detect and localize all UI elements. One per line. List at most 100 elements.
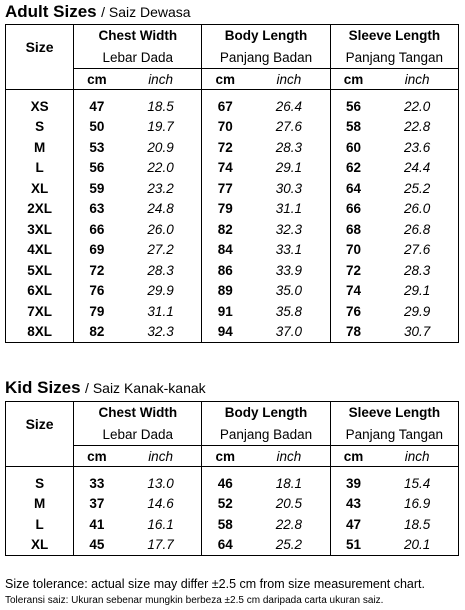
size-label: XL <box>4 178 75 199</box>
body-cm-value: 91 <box>217 303 233 319</box>
kid-unit-blank <box>4 445 75 467</box>
kid-size-table: Size Chest Width Body Length Sleeve Leng… <box>4 401 460 556</box>
sleeve-inch-value: 22.0 <box>376 96 460 117</box>
body-cm-value: 52 <box>217 496 233 512</box>
adult-size-table: Size Chest Width Body Length Sleeve Leng… <box>4 24 460 343</box>
body-inch-value: 35.8 <box>248 301 331 322</box>
size-label: L <box>4 514 75 535</box>
kid-chest-cm-unit: cm <box>73 445 120 467</box>
kid-chest-local: Lebar Dada <box>73 423 203 446</box>
body-cm-value: 94 <box>201 321 248 343</box>
size-label: XS <box>4 96 75 117</box>
body-inch-value: 30.3 <box>248 178 331 199</box>
sleeve-cm-value: 66 <box>345 201 361 217</box>
kid-body-header: Body Length <box>201 401 331 423</box>
table-row: XS 47 18.5 67 26.4 56 22.0 <box>4 96 460 117</box>
size-label: L <box>4 157 75 178</box>
sleeve-cm-value: 51 <box>330 534 377 556</box>
adult-size-header: Size <box>4 24 75 69</box>
sleeve-cm-value: 58 <box>345 119 361 135</box>
body-inch-value: 27.6 <box>248 116 331 137</box>
body-cm-value: 79 <box>217 201 233 217</box>
kid-body-inch-unit: inch <box>248 445 331 467</box>
body-inch-value: 33.9 <box>248 260 331 281</box>
kid-sleeve-inch-unit: inch <box>376 445 460 467</box>
sleeve-inch-value: 23.6 <box>376 137 460 158</box>
body-inch-value: 29.1 <box>248 157 331 178</box>
adult-body-local: Panjang Badan <box>201 46 331 69</box>
table-row: XL 45 17.7 64 25.2 51 20.1 <box>4 534 460 556</box>
table-row: L 41 16.1 58 22.8 47 18.5 <box>4 514 460 535</box>
body-inch-value: 22.8 <box>248 514 331 535</box>
sleeve-cm-value: 62 <box>345 160 361 176</box>
chest-cm-value: 79 <box>89 303 105 319</box>
chest-inch-value: 18.5 <box>119 96 203 117</box>
chest-cm-value: 76 <box>89 283 105 299</box>
adult-sleeve-header: Sleeve Length <box>330 24 460 46</box>
sleeve-inch-value: 30.7 <box>376 321 460 343</box>
body-cm-value: 67 <box>217 98 233 114</box>
size-label: 6XL <box>4 280 75 301</box>
chest-cm-value: 69 <box>89 242 105 258</box>
sleeve-inch-value: 18.5 <box>376 514 460 535</box>
sleeve-cm-value: 78 <box>330 321 377 343</box>
kid-sleeve-cm-unit: cm <box>330 445 377 467</box>
table-row: 8XL 82 32.3 94 37.0 78 30.7 <box>4 321 460 343</box>
body-cm-value: 84 <box>217 242 233 258</box>
sleeve-cm-value: 43 <box>345 496 361 512</box>
chest-inch-value: 14.6 <box>119 493 203 514</box>
size-label: S <box>4 116 75 137</box>
sleeve-cm-value: 76 <box>345 303 361 319</box>
size-label: M <box>4 493 75 514</box>
adult-sizes-title: Adult Sizes / Saiz Dewasa <box>5 2 191 22</box>
sleeve-cm-value: 72 <box>345 262 361 278</box>
adult-sleeve-cm-unit: cm <box>330 68 377 90</box>
chest-inch-value: 17.7 <box>119 534 203 556</box>
adult-title-main: Adult Sizes <box>5 2 97 21</box>
table-row: M 37 14.6 52 20.5 43 16.9 <box>4 493 460 514</box>
body-cm-value: 64 <box>201 534 248 556</box>
body-inch-value: 26.4 <box>248 96 331 117</box>
chest-inch-value: 29.9 <box>119 280 203 301</box>
body-inch-value: 35.0 <box>248 280 331 301</box>
kid-body-cm-unit: cm <box>201 445 248 467</box>
adult-chest-inch-unit: inch <box>119 68 203 90</box>
adult-body-inch-unit: inch <box>248 68 331 90</box>
size-label: S <box>4 473 75 494</box>
kid-title-main: Kid Sizes <box>5 378 81 397</box>
chest-cm-value: 45 <box>73 534 120 556</box>
chest-inch-value: 24.8 <box>119 198 203 219</box>
chest-cm-value: 53 <box>89 139 105 155</box>
chest-cm-value: 82 <box>73 321 120 343</box>
tolerance-note-english: Size tolerance: actual size may differ ±… <box>5 577 425 591</box>
table-row: XL 59 23.2 77 30.3 64 25.2 <box>4 178 460 199</box>
body-inch-value: 25.2 <box>248 534 331 556</box>
table-row: 7XL 79 31.1 91 35.8 76 29.9 <box>4 301 460 322</box>
sleeve-cm-value: 60 <box>345 139 361 155</box>
chest-inch-value: 32.3 <box>119 321 203 343</box>
sleeve-cm-value: 68 <box>345 221 361 237</box>
sleeve-inch-value: 15.4 <box>376 473 460 494</box>
chest-inch-value: 20.9 <box>119 137 203 158</box>
body-inch-value: 28.3 <box>248 137 331 158</box>
size-label: 4XL <box>4 239 75 260</box>
body-inch-value: 32.3 <box>248 219 331 240</box>
body-cm-value: 77 <box>217 180 233 196</box>
body-cm-value: 86 <box>217 262 233 278</box>
size-label: 8XL <box>4 321 75 343</box>
sleeve-cm-value: 56 <box>345 98 361 114</box>
body-inch-value: 33.1 <box>248 239 331 260</box>
adult-chest-header: Chest Width <box>73 24 203 46</box>
chest-inch-value: 13.0 <box>119 473 203 494</box>
table-row: 6XL 76 29.9 89 35.0 74 29.1 <box>4 280 460 301</box>
chest-inch-value: 31.1 <box>119 301 203 322</box>
size-label: M <box>4 137 75 158</box>
table-row: S 33 13.0 46 18.1 39 15.4 <box>4 473 460 494</box>
table-row: 4XL 69 27.2 84 33.1 70 27.6 <box>4 239 460 260</box>
size-label: XL <box>4 534 75 556</box>
adult-body-cm-unit: cm <box>201 68 248 90</box>
chest-cm-value: 37 <box>89 496 105 512</box>
chest-cm-value: 59 <box>89 180 105 196</box>
chest-inch-value: 19.7 <box>119 116 203 137</box>
sleeve-cm-value: 64 <box>345 180 361 196</box>
